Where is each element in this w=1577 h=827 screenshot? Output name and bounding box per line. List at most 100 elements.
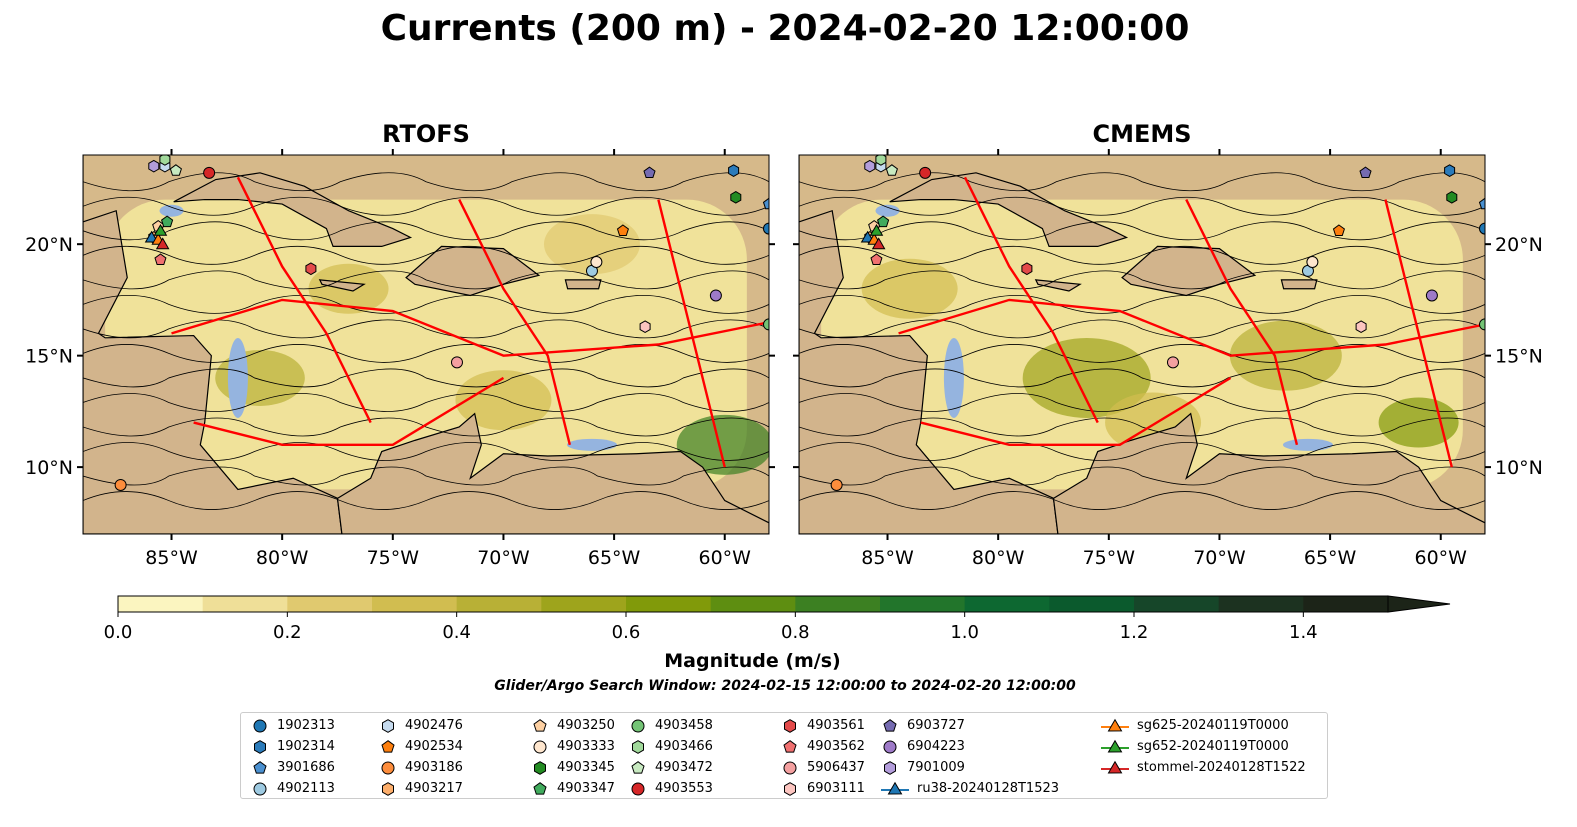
colorbar-tick-label: 1.4 — [1289, 622, 1318, 643]
float-marker-7901009 — [864, 159, 876, 173]
legend-item: stommel-20240128T1522 — [1101, 758, 1306, 778]
float-marker-6904223 — [1425, 289, 1438, 302]
map-frame — [798, 154, 1486, 535]
colorbar-bin — [626, 596, 712, 612]
x-tick-label: 85°W — [861, 547, 914, 569]
colorbar-tick-label: 0.4 — [442, 622, 471, 643]
legend-marker-pentagon-icon — [883, 719, 897, 732]
legend-marker-circle-icon — [631, 719, 645, 733]
float-marker-4903466 — [159, 155, 171, 166]
legend-marker-triangle-icon — [1107, 739, 1123, 753]
colorbar-tick-label: 0.2 — [273, 622, 302, 643]
streamline — [83, 368, 769, 388]
legend-item: sg625-20240119T0000 — [1101, 716, 1289, 736]
legend-marker-hexagon-icon — [382, 719, 394, 733]
float-marker-sg652-20240119T0000 — [869, 224, 884, 236]
legend-marker-hexagon-icon — [382, 782, 394, 796]
float-marker-stommel-20240128T1522 — [155, 237, 170, 250]
legend-marker-circle-icon — [533, 740, 547, 754]
legend-item: 1902313 — [251, 716, 335, 736]
legend-marker-pentagon-icon — [253, 761, 267, 774]
float-marker-4903472 — [169, 164, 182, 176]
colorbar-bin — [202, 596, 288, 612]
legend-label: 4903561 — [807, 718, 865, 733]
float-marker-4903561 — [1021, 262, 1033, 276]
streamline — [799, 221, 1485, 241]
eez-boundary — [458, 199, 572, 446]
colorbar-bin — [1218, 596, 1304, 612]
legend-item: 4902534 — [379, 737, 463, 757]
colorbar-bin — [964, 596, 1050, 612]
streamline — [83, 393, 769, 412]
legend-item: 4903250 — [531, 716, 615, 736]
legend-marker-circle-icon — [631, 782, 645, 796]
search-window-text: Glider/Argo Search Window: 2024-02-15 12… — [494, 678, 1076, 694]
x-tick-label: 85°W — [145, 547, 198, 569]
colorbar-tick-label: 0.6 — [612, 622, 641, 643]
legend-marker-hexagon-icon — [784, 782, 796, 796]
legend-label: 6903727 — [907, 718, 965, 733]
y-tick-label: 15°N — [1495, 346, 1543, 368]
y-tick-label: 20°N — [1495, 234, 1543, 256]
streamline — [83, 172, 769, 192]
streamline — [799, 442, 1485, 461]
float-marker-4903553 — [203, 166, 216, 179]
float-marker-5906437 — [450, 356, 463, 369]
eez-boundary — [236, 176, 372, 424]
legend-item: 4903186 — [379, 758, 463, 778]
x-tick-label: 60°W — [699, 547, 752, 569]
float-marker-4903458 — [763, 318, 769, 331]
streamline — [83, 294, 769, 314]
x-tick-label: 65°W — [1304, 547, 1357, 569]
y-tick-label: 10°N — [1495, 457, 1543, 479]
legend-item: sg652-20240119T0000 — [1101, 737, 1289, 757]
float-marker-4902534 — [616, 224, 629, 236]
streamline — [799, 172, 1485, 192]
colorbar-bin — [1303, 596, 1389, 612]
map-frame — [82, 154, 770, 535]
legend-item: 6904223 — [881, 737, 965, 757]
float-marker-4903333 — [1306, 256, 1319, 269]
float-marker-1902314 — [728, 164, 740, 177]
legend-label: sg652-20240119T0000 — [1137, 739, 1289, 754]
eez-boundary — [171, 298, 769, 357]
legend-label: 4902534 — [405, 739, 463, 754]
shallow-water — [159, 204, 184, 217]
float-marker-4902534 — [1332, 224, 1345, 236]
legend-item: 4903553 — [629, 779, 713, 799]
legend-label: 7901009 — [907, 760, 965, 775]
streamline — [799, 294, 1485, 314]
float-marker-4903561 — [305, 262, 317, 276]
legend-marker-hexagon-icon — [534, 761, 546, 775]
legend-item: 4903472 — [629, 758, 713, 778]
legend-label: 4903186 — [405, 760, 463, 775]
current-speed-region — [861, 258, 958, 319]
legend-item: 4903466 — [629, 737, 713, 757]
current-speed-region — [455, 370, 552, 431]
y-tick-label: 20°N — [25, 234, 73, 256]
float-marker-4903553 — [919, 166, 932, 179]
legend-label: 4903345 — [557, 760, 615, 775]
float-marker-4903562 — [154, 253, 167, 265]
legend-label: 6904223 — [907, 739, 965, 754]
current-speed-region — [1378, 397, 1459, 448]
eez-boundary — [1384, 199, 1453, 468]
legend-marker-triangle-icon — [887, 781, 903, 795]
colorbar-bin — [287, 596, 373, 612]
colorbar-tick-label: 0.8 — [781, 622, 810, 643]
legend-item: 4903217 — [379, 779, 463, 799]
land — [336, 412, 769, 534]
streamline — [799, 417, 1485, 437]
float-marker-6904223 — [709, 289, 722, 302]
shallow-water — [875, 204, 900, 217]
legend-marker-circle-icon — [381, 761, 395, 775]
legend-item: 4903562 — [781, 737, 865, 757]
legend-item: 4903345 — [531, 758, 615, 778]
x-tick-label: 70°W — [1193, 547, 1246, 569]
colorbar-extend-arrow — [1387, 595, 1451, 613]
float-marker-4903186 — [114, 478, 127, 491]
map-panel-cmems: 85°W 80°W 75°W 70°W 65°W 60°W 10°N 15°N 20°N — [793, 149, 1543, 569]
streamline — [799, 466, 1485, 486]
legend-label: 4903333 — [557, 739, 615, 754]
